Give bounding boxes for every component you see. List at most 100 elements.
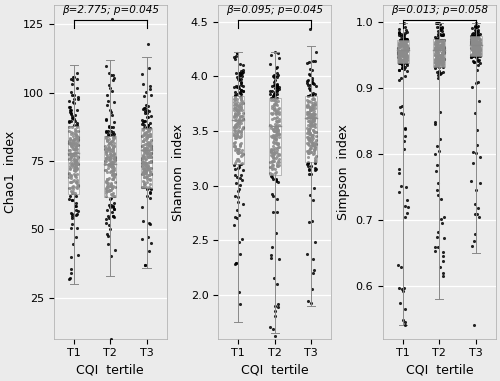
- Point: [396, 29, 404, 35]
- Point: [473, 39, 481, 45]
- Point: [147, 92, 155, 98]
- Point: [74, 133, 82, 139]
- Point: [473, 32, 481, 38]
- Point: [471, 40, 479, 46]
- Point: [310, 144, 318, 150]
- Point: [305, 104, 313, 110]
- Point: [400, 46, 408, 52]
- Point: [472, 28, 480, 34]
- Point: [396, 42, 404, 48]
- Point: [401, 126, 409, 132]
- Point: [310, 110, 318, 117]
- Point: [233, 156, 241, 162]
- Point: [271, 77, 279, 83]
- Point: [404, 48, 411, 54]
- Point: [274, 83, 281, 89]
- Point: [274, 109, 282, 115]
- Point: [267, 164, 275, 170]
- Point: [274, 86, 282, 92]
- Point: [432, 44, 440, 50]
- Point: [469, 149, 477, 155]
- Point: [474, 34, 482, 40]
- Point: [474, 127, 482, 133]
- Point: [397, 30, 405, 37]
- Point: [305, 167, 313, 173]
- Point: [400, 285, 408, 291]
- Point: [145, 126, 153, 133]
- Point: [231, 97, 239, 103]
- Point: [468, 46, 476, 52]
- Point: [268, 88, 276, 94]
- Point: [106, 131, 114, 138]
- Point: [306, 130, 314, 136]
- Point: [470, 30, 478, 36]
- Point: [144, 165, 152, 171]
- Point: [66, 163, 74, 170]
- Point: [439, 272, 447, 279]
- Point: [65, 124, 73, 130]
- Point: [138, 143, 146, 149]
- Point: [146, 177, 154, 183]
- Point: [431, 41, 439, 47]
- Point: [236, 114, 244, 120]
- Point: [398, 59, 406, 65]
- Point: [438, 56, 446, 62]
- Point: [310, 256, 318, 263]
- Point: [104, 128, 112, 134]
- Point: [141, 181, 149, 187]
- Point: [470, 46, 478, 52]
- Point: [110, 99, 118, 105]
- Point: [396, 104, 404, 110]
- Point: [396, 43, 404, 49]
- Point: [139, 169, 147, 175]
- Point: [106, 146, 114, 152]
- Point: [440, 49, 448, 55]
- Point: [470, 24, 478, 30]
- Point: [65, 118, 73, 124]
- Point: [398, 34, 406, 40]
- Point: [71, 118, 79, 124]
- Point: [108, 185, 116, 191]
- Point: [230, 222, 238, 228]
- Point: [394, 45, 402, 51]
- Point: [73, 211, 81, 217]
- Point: [304, 131, 312, 137]
- Point: [74, 142, 82, 148]
- Point: [306, 85, 314, 91]
- Point: [68, 115, 76, 122]
- Point: [435, 62, 443, 68]
- Point: [308, 92, 316, 98]
- Point: [266, 88, 274, 94]
- Point: [108, 112, 116, 118]
- Point: [401, 125, 409, 131]
- Point: [68, 178, 76, 184]
- Point: [268, 174, 276, 180]
- Point: [312, 129, 320, 135]
- Point: [402, 41, 409, 47]
- Text: β=0.095; p=0.045: β=0.095; p=0.045: [226, 5, 323, 15]
- Point: [140, 125, 148, 131]
- Point: [272, 169, 280, 175]
- Point: [146, 171, 154, 177]
- Point: [272, 108, 280, 114]
- Point: [396, 50, 404, 56]
- Point: [400, 41, 407, 47]
- Point: [439, 43, 447, 50]
- Point: [308, 122, 316, 128]
- Point: [74, 153, 82, 159]
- Point: [312, 166, 320, 173]
- Point: [436, 70, 444, 76]
- Point: [138, 165, 146, 171]
- Point: [72, 133, 80, 139]
- Point: [398, 38, 406, 45]
- Point: [436, 32, 444, 38]
- Point: [238, 102, 246, 108]
- Point: [474, 79, 482, 85]
- Point: [266, 164, 274, 170]
- Point: [68, 146, 76, 152]
- Point: [105, 202, 113, 208]
- Point: [138, 155, 146, 161]
- Point: [66, 136, 74, 142]
- Point: [72, 152, 80, 158]
- Point: [142, 110, 150, 116]
